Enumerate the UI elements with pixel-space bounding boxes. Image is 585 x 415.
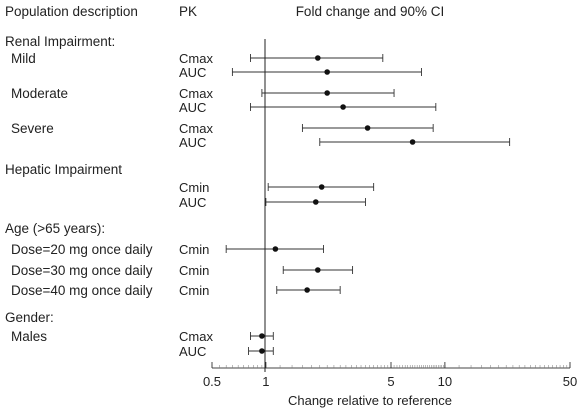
group-label: Hepatic Impairment	[5, 162, 122, 177]
pk-label: Cmax	[179, 329, 213, 344]
point-estimate	[312, 199, 319, 205]
pk-label: AUC	[179, 195, 206, 210]
point-estimate	[409, 139, 416, 145]
header-pk: PK	[179, 4, 197, 19]
tick-label: 10	[438, 374, 452, 389]
pk-label: AUC	[179, 344, 206, 359]
row-sublabel: Dose=20 mg once daily	[11, 242, 153, 257]
pk-label: AUC	[179, 65, 206, 80]
point-estimate	[318, 184, 325, 190]
pk-label: AUC	[179, 135, 206, 150]
tick-label: 0.5	[203, 374, 221, 389]
group-label: Age (>65 years):	[5, 221, 105, 236]
pk-label: Cmin	[179, 263, 209, 278]
point-estimate	[324, 69, 330, 75]
pk-label: Cmax	[179, 121, 213, 136]
pk-label: Cmax	[179, 51, 213, 66]
row-sublabel: Dose=30 mg once daily	[11, 263, 153, 278]
pk-label: Cmax	[179, 86, 213, 101]
x-axis-label: Change relative to reference	[288, 393, 452, 408]
point-estimate	[324, 90, 330, 96]
tick-label: 1	[262, 374, 269, 389]
row-sublabel: Males	[11, 329, 47, 344]
group-label: Renal Impairment:	[5, 34, 115, 49]
point-estimate	[259, 333, 265, 339]
pk-label: Cmin	[179, 180, 209, 195]
tick-label: 50	[563, 374, 577, 389]
point-estimate	[272, 246, 279, 252]
row-sublabel: Severe	[11, 121, 54, 136]
point-estimate	[340, 104, 346, 110]
row-sublabel: Mild	[11, 51, 36, 66]
point-estimate	[259, 348, 265, 354]
point-estimate	[364, 125, 371, 131]
pk-label: AUC	[179, 100, 206, 115]
header-population-description: Population description	[5, 4, 138, 19]
row-sublabel: Dose=40 mg once daily	[11, 283, 153, 298]
tick-label: 5	[387, 374, 394, 389]
group-label: Gender:	[5, 310, 54, 325]
point-estimate	[304, 287, 310, 293]
pk-label: Cmin	[179, 242, 209, 257]
header-fold-change: Fold change and 90% CI	[296, 4, 445, 19]
row-sublabel: Moderate	[11, 86, 68, 101]
pk-label: Cmin	[179, 283, 209, 298]
point-estimate	[315, 55, 321, 61]
point-estimate	[315, 267, 321, 273]
